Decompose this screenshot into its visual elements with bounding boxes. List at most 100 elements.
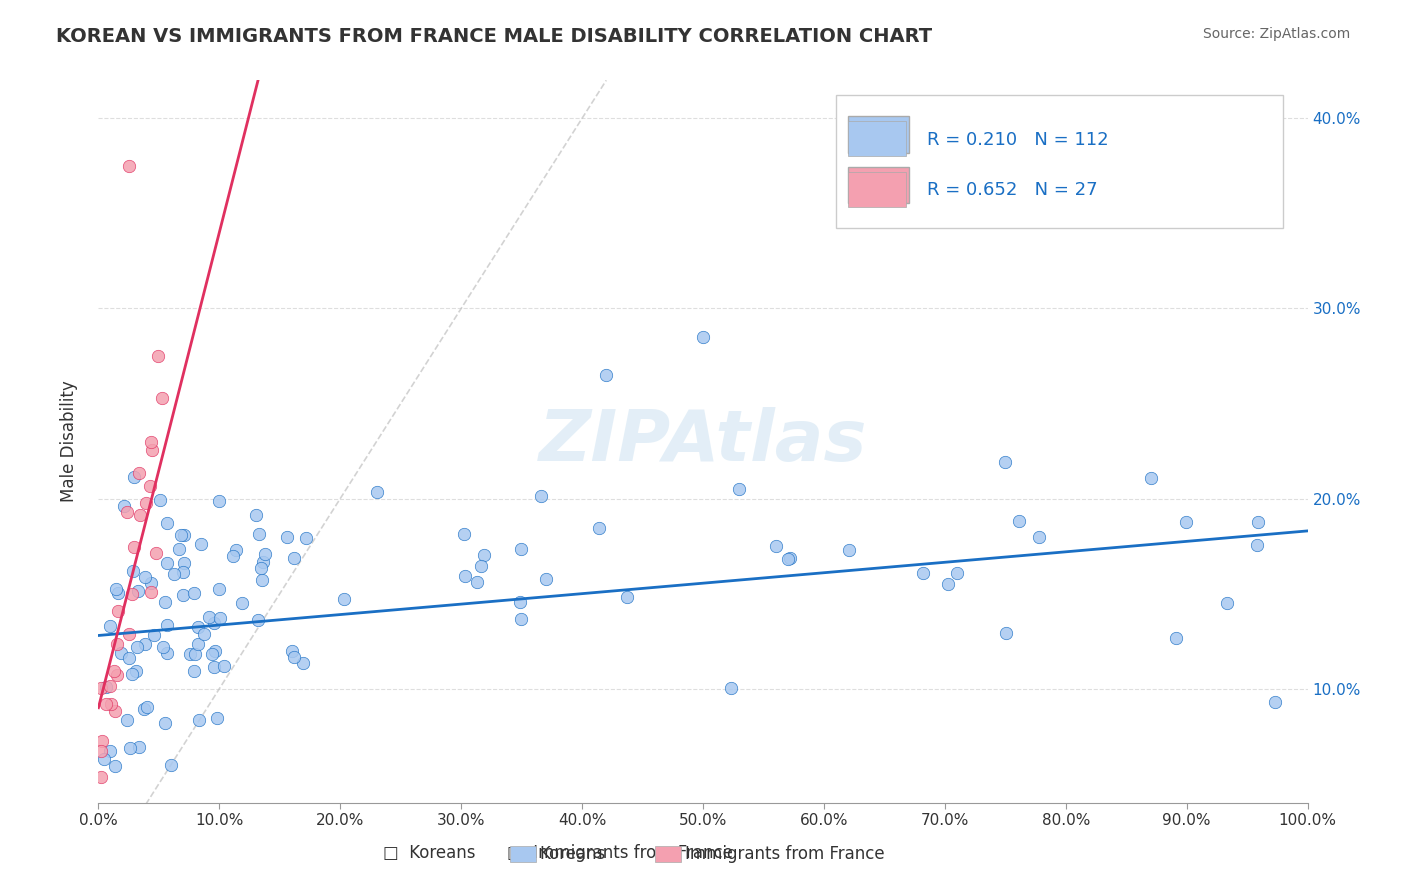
Point (183, 647, 205, 661)
Text: R = 0.210   N = 112: R = 0.210 N = 112 (921, 119, 1102, 136)
Point (134, 637, 156, 651)
Point (1264, 695, 1286, 709)
Point (149, 492, 172, 507)
Point (94, 697, 117, 711)
Point (129, 508, 152, 522)
Point (595, 368, 617, 382)
Point (104, 704, 127, 718)
Point (139, 434, 162, 449)
Point (1139, 471, 1161, 485)
Point (509, 542, 531, 557)
Point (145, 546, 167, 560)
Point (179, 647, 201, 661)
Point (167, 541, 190, 556)
Text: R = 0.652: R = 0.652 (927, 172, 1017, 190)
Point (776, 552, 799, 566)
Point (172, 565, 194, 579)
FancyBboxPatch shape (848, 172, 905, 207)
Text: R = 0.210: R = 0.210 (927, 119, 1017, 136)
Point (125, 664, 148, 678)
Point (1175, 515, 1198, 529)
Point (135, 496, 157, 510)
Point (121, 667, 143, 681)
Point (132, 702, 155, 716)
Point (225, 543, 247, 558)
Point (208, 494, 231, 508)
Point (198, 610, 221, 624)
Point (128, 740, 150, 755)
Point (994, 626, 1017, 640)
Point (838, 543, 860, 558)
Point (98, 744, 121, 758)
Point (156, 556, 179, 570)
Point (994, 455, 1017, 469)
Point (183, 664, 205, 678)
Point (1008, 514, 1031, 528)
Point (247, 527, 270, 541)
Point (134, 570, 156, 584)
Point (454, 568, 477, 582)
FancyBboxPatch shape (848, 167, 908, 203)
Point (98, 619, 121, 633)
Point (104, 759, 127, 773)
Point (204, 644, 226, 658)
Point (250, 560, 273, 574)
FancyBboxPatch shape (848, 117, 908, 153)
Point (720, 681, 742, 696)
Point (765, 539, 787, 553)
Point (509, 595, 531, 609)
Point (332, 591, 354, 606)
Point (127, 584, 149, 599)
Text: □  Koreans      □  Immigrants from France: □ Koreans □ Immigrants from France (382, 845, 733, 863)
Point (276, 530, 298, 544)
Point (946, 566, 969, 580)
Point (465, 574, 488, 589)
Point (172, 588, 194, 602)
Point (470, 558, 492, 573)
Point (121, 564, 143, 578)
Point (118, 159, 141, 173)
Point (136, 700, 159, 714)
Point (616, 591, 638, 605)
Point (936, 576, 959, 591)
Text: R = 0.210   N = 112: R = 0.210 N = 112 (927, 130, 1108, 149)
Point (125, 640, 148, 654)
Point (112, 499, 135, 513)
Point (156, 647, 179, 661)
Point (100, 679, 122, 693)
Point (252, 555, 274, 569)
Point (245, 508, 267, 522)
Point (588, 521, 610, 535)
Y-axis label: Male Disability: Male Disability (59, 381, 77, 502)
Point (105, 637, 128, 651)
Point (139, 479, 162, 493)
Point (94, 680, 117, 694)
Text: ZIPAtlas: ZIPAtlas (538, 407, 868, 476)
Point (1166, 631, 1188, 645)
Point (118, 627, 141, 641)
Point (1028, 530, 1050, 544)
Point (115, 713, 138, 727)
Point (212, 659, 235, 673)
Point (146, 349, 169, 363)
Point (124, 540, 146, 554)
Point (141, 585, 163, 599)
Point (281, 644, 304, 658)
Point (510, 612, 533, 626)
Point (253, 547, 276, 561)
Text: R = 0.652   N = 27: R = 0.652 N = 27 (927, 181, 1097, 199)
Point (779, 550, 801, 565)
FancyBboxPatch shape (837, 95, 1284, 228)
Point (141, 442, 163, 457)
Point (205, 711, 228, 725)
Point (366, 485, 388, 500)
Point (110, 646, 132, 660)
Point (156, 516, 179, 530)
Point (187, 620, 209, 634)
Point (1246, 539, 1268, 553)
Point (103, 664, 125, 678)
Point (193, 627, 215, 641)
Point (530, 489, 553, 503)
Point (118, 741, 141, 756)
Point (150, 391, 173, 405)
